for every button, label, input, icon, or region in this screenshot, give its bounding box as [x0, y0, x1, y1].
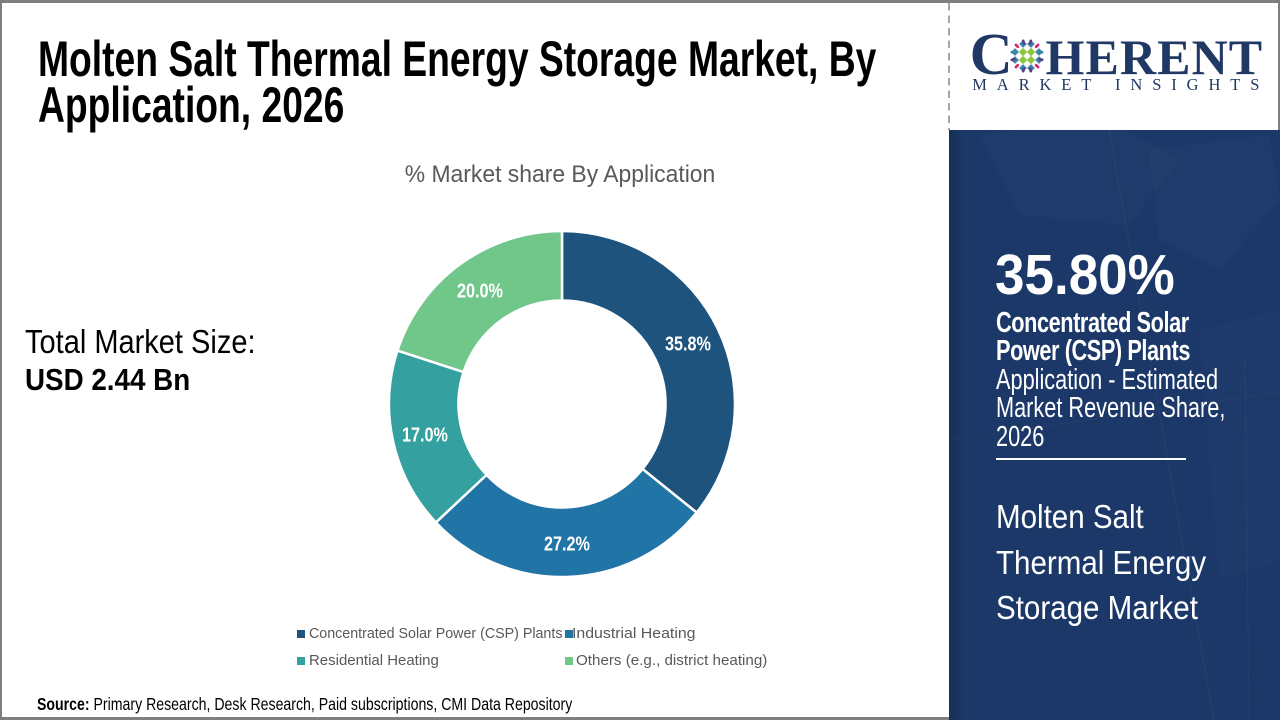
donut-slice [395, 229, 564, 374]
donut-chart [377, 220, 747, 590]
slice-label-csp: 35.8% [665, 333, 712, 356]
legend-swatch-csp [297, 629, 305, 638]
panel-divider-rule [996, 457, 1186, 460]
brand-logo: C HERENT MARKET INSIGHTS [950, 3, 1278, 130]
dashed-divider [948, 3, 950, 130]
slice-label-industrial: 27.2% [544, 533, 591, 556]
panel-share-label: Concentrated Solar Power (CSP) Plants [995, 306, 1190, 368]
side-panel: 35.80% Concentrated Solar Power (CSP) Pl… [949, 130, 1280, 720]
source-note: Source: Primary Research, Desk Research,… [37, 694, 572, 715]
legend-label: Residential Heating [309, 651, 439, 669]
panel-edge-shade [949, 130, 1280, 720]
globe-icon [1010, 39, 1044, 73]
panel-report-title: Molten Salt Thermal Energy Storage Marke… [995, 498, 1206, 627]
panel-share-value: 35.80% [994, 242, 1175, 307]
source-prefix: Source: [37, 694, 90, 715]
total-market-label: Total Market Size: [25, 322, 256, 360]
panel-share-sublabel: Application - Estimated Market Revenue S… [995, 363, 1225, 454]
world-map-texture [1108, 130, 1250, 720]
total-market-size: Total Market Size: USD 2.44 Bn [25, 323, 287, 399]
legend-swatch-residential [297, 656, 305, 665]
brand-letter-c: C [969, 21, 1013, 87]
donut-slice [434, 467, 699, 579]
panel-share-description: Concentrated Solar Power (CSP) Plants Ap… [995, 306, 1225, 454]
donut-slice [560, 229, 737, 515]
page-title: Molten Salt Thermal Energy Storage Marke… [38, 31, 877, 133]
legend-label: Others (e.g., district heating) [575, 651, 767, 669]
chart-title: % Market share By Application [404, 160, 716, 188]
donut-chart-svg [387, 229, 737, 579]
legend-label: Industrial Heating [572, 624, 696, 642]
legend-swatch-others [565, 656, 573, 665]
slice-label-residential: 17.0% [402, 424, 449, 447]
legend-label: Concentrated Solar Power (CSP) Plants [309, 624, 563, 642]
source-text: Primary Research, Desk Research, Paid su… [89, 694, 573, 715]
legend-swatch-industrial [565, 629, 573, 638]
total-market-value: USD 2.44 Bn [25, 361, 191, 397]
brand-letters-rest: HERENT [1045, 28, 1264, 85]
slice-label-others: 20.0% [456, 280, 503, 303]
brand-tagline: MARKET INSIGHTS [972, 74, 1270, 94]
